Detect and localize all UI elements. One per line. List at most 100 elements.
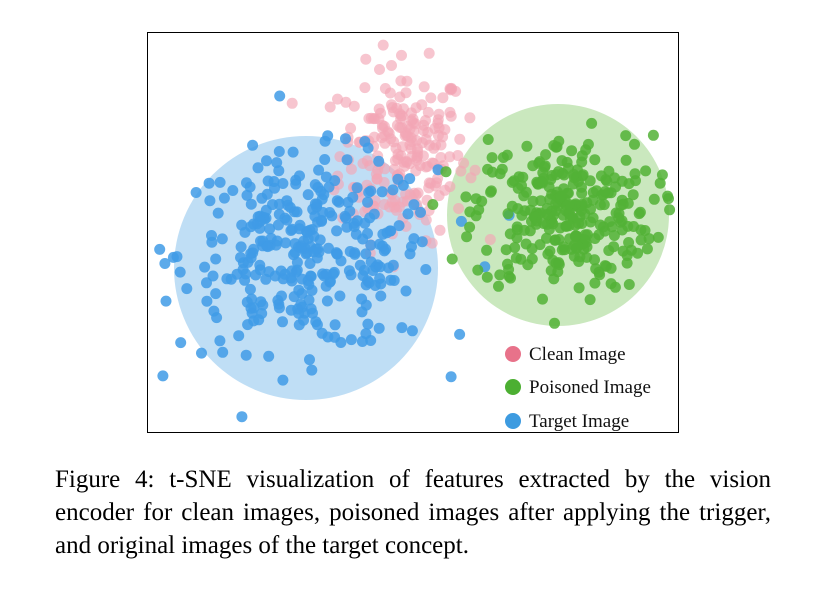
point-target-image <box>373 155 385 167</box>
point-clean-image <box>286 97 298 109</box>
point-poisoned-image <box>461 231 473 243</box>
legend-marker-target <box>505 413 521 429</box>
point-poisoned-image <box>594 219 606 231</box>
point-target-image <box>303 294 315 306</box>
point-poisoned-image <box>522 259 534 271</box>
point-target-image <box>420 264 432 275</box>
point-clean-image <box>408 187 420 199</box>
point-target-image <box>248 302 260 314</box>
point-target-image <box>310 316 322 328</box>
point-target-image <box>334 290 346 302</box>
point-clean-image <box>379 83 391 94</box>
point-target-image <box>387 184 399 196</box>
point-target-image <box>285 304 297 316</box>
point-clean-image <box>348 100 360 112</box>
point-target-image <box>210 288 222 300</box>
point-target-image <box>349 247 361 259</box>
point-target-image <box>400 285 412 297</box>
point-target-image <box>271 157 283 169</box>
point-clean-image <box>373 103 385 115</box>
point-target-image <box>201 277 212 289</box>
tsne-scatter-plot: Clean Image Poisoned Image Target Image <box>154 39 676 432</box>
point-poisoned-image <box>640 165 652 177</box>
point-target-image <box>375 290 387 302</box>
point-target-image <box>216 233 228 245</box>
point-target-image <box>406 241 417 253</box>
point-target-image <box>363 186 375 198</box>
point-poisoned-image <box>530 211 542 223</box>
point-poisoned-image <box>656 169 668 181</box>
point-target-image <box>376 186 388 198</box>
point-target-image <box>254 264 266 276</box>
point-poisoned-image <box>574 251 586 263</box>
point-poisoned-image <box>608 230 620 241</box>
point-poisoned-image <box>440 166 452 178</box>
point-poisoned-image <box>518 190 530 202</box>
point-clean-image <box>439 184 451 196</box>
point-target-image <box>285 272 297 284</box>
point-target-image <box>248 218 259 230</box>
point-poisoned-image <box>616 215 628 227</box>
point-target-image <box>312 181 324 193</box>
point-target-image <box>308 246 320 258</box>
point-target-image <box>415 206 426 218</box>
point-target-image <box>264 223 276 235</box>
point-poisoned-image <box>460 191 472 203</box>
point-clean-image <box>418 81 430 93</box>
point-target-image <box>305 303 317 315</box>
point-poisoned-image <box>519 205 531 217</box>
point-clean-image <box>396 49 407 61</box>
point-poisoned-image <box>568 169 580 180</box>
point-poisoned-image <box>600 260 612 272</box>
point-target-image <box>362 142 374 154</box>
point-poisoned-image <box>482 134 494 145</box>
point-clean-image <box>469 164 481 176</box>
point-target-image <box>319 154 331 165</box>
point-poisoned-image <box>647 129 659 141</box>
point-target-image <box>335 255 347 267</box>
point-target-image <box>408 199 420 211</box>
point-poisoned-image <box>585 203 596 215</box>
point-clean-image <box>444 83 456 95</box>
point-target-image <box>345 334 357 346</box>
point-target-image <box>181 283 193 295</box>
point-clean-image <box>364 160 376 172</box>
point-target-image <box>383 262 395 274</box>
point-target-image <box>333 196 345 208</box>
point-target-image <box>290 178 302 190</box>
point-target-image <box>261 155 272 167</box>
point-poisoned-image <box>509 242 521 253</box>
point-poisoned-image <box>627 189 639 201</box>
point-poisoned-image <box>537 293 548 305</box>
point-target-image <box>211 312 223 324</box>
point-clean-image <box>378 120 390 132</box>
point-clean-image <box>426 237 438 249</box>
point-target-image <box>377 240 388 252</box>
point-poisoned-image <box>553 257 565 269</box>
point-target-image <box>273 146 285 157</box>
point-target-image <box>236 411 248 423</box>
point-poisoned-image <box>573 217 585 229</box>
point-target-image <box>454 328 466 340</box>
point-target-image <box>402 208 414 220</box>
point-poisoned-image <box>470 210 482 222</box>
point-target-image <box>218 192 230 204</box>
point-target-image <box>362 318 374 330</box>
point-poisoned-image <box>561 156 573 168</box>
point-poisoned-image <box>501 149 513 161</box>
point-clean-image <box>455 165 467 177</box>
point-clean-image <box>418 125 429 136</box>
point-poisoned-image <box>566 145 578 157</box>
point-poisoned-image <box>621 257 633 269</box>
point-clean-image <box>444 106 456 118</box>
point-poisoned-image <box>664 204 676 216</box>
point-poisoned-image <box>506 176 518 188</box>
legend-label-clean: Clean Image <box>529 344 626 365</box>
point-clean-image <box>376 132 388 144</box>
point-target-image <box>362 196 374 208</box>
point-poisoned-image <box>518 224 530 236</box>
point-clean-image <box>423 47 435 59</box>
legend-marker-clean <box>505 346 521 362</box>
point-poisoned-image <box>605 278 617 290</box>
point-target-image <box>321 295 333 307</box>
